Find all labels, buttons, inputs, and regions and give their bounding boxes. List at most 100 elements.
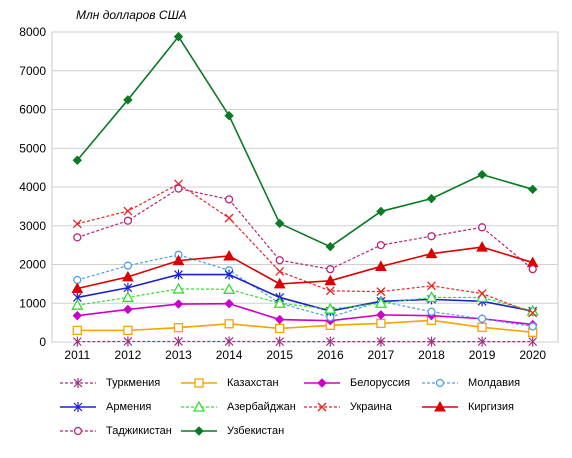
data-point bbox=[477, 336, 487, 347]
unit-label: Млн долларов США bbox=[76, 8, 187, 22]
y-tick-label: 0 bbox=[39, 335, 46, 349]
data-point bbox=[72, 219, 82, 229]
y-tick-label: 5000 bbox=[19, 141, 46, 155]
data-point bbox=[123, 325, 133, 336]
data-point bbox=[123, 261, 133, 270]
data-point bbox=[477, 169, 487, 180]
series-line bbox=[77, 302, 533, 326]
data-point bbox=[376, 318, 386, 329]
data-point bbox=[273, 296, 286, 308]
series-line bbox=[76, 35, 533, 248]
data-point bbox=[172, 254, 185, 266]
data-point bbox=[326, 264, 335, 274]
data-point bbox=[224, 319, 234, 329]
series-line bbox=[77, 254, 533, 328]
y-tick-label: 4000 bbox=[19, 180, 46, 194]
data-point bbox=[477, 314, 487, 323]
data-point bbox=[224, 195, 234, 204]
data-point bbox=[122, 270, 134, 282]
data-point bbox=[426, 193, 437, 204]
y-tick-label: 2000 bbox=[19, 258, 46, 272]
data-point bbox=[123, 336, 133, 347]
data-point bbox=[477, 289, 487, 299]
data-point bbox=[376, 310, 386, 320]
data-point bbox=[528, 336, 538, 347]
series-10 bbox=[72, 31, 538, 252]
data-point bbox=[376, 287, 386, 297]
data-point bbox=[174, 184, 183, 193]
data-point bbox=[72, 336, 82, 347]
data-point bbox=[275, 336, 285, 347]
data-point bbox=[427, 232, 436, 241]
y-tick-label: 7000 bbox=[19, 64, 46, 78]
data-point bbox=[274, 314, 285, 325]
data-point bbox=[477, 223, 487, 232]
data-point bbox=[376, 240, 386, 250]
data-point bbox=[324, 302, 337, 314]
x-tick-label: 2020 bbox=[519, 348, 546, 362]
data-point bbox=[273, 277, 286, 289]
x-tick-label: 2017 bbox=[368, 348, 395, 362]
y-tick-label: 3000 bbox=[19, 219, 46, 233]
data-point bbox=[72, 310, 83, 321]
data-point bbox=[274, 218, 285, 229]
series-line bbox=[77, 319, 533, 334]
data-point bbox=[427, 281, 436, 291]
series-1 bbox=[72, 336, 538, 347]
x-tick-label: 2012 bbox=[115, 348, 142, 362]
data-point bbox=[275, 256, 284, 265]
data-point bbox=[528, 322, 537, 331]
series-line bbox=[77, 246, 533, 290]
data-point bbox=[375, 260, 387, 271]
x-tick-label: 2013 bbox=[165, 348, 192, 362]
data-point bbox=[224, 336, 234, 347]
data-point bbox=[174, 336, 183, 347]
data-point bbox=[73, 275, 82, 285]
data-point bbox=[173, 31, 184, 42]
data-point bbox=[376, 206, 386, 217]
data-point bbox=[224, 269, 234, 280]
data-point bbox=[427, 307, 436, 316]
data-point bbox=[123, 304, 133, 315]
x-tick-label: 2016 bbox=[317, 348, 344, 362]
data-point bbox=[71, 298, 84, 310]
x-tick-label: 2018 bbox=[418, 348, 445, 362]
data-point bbox=[223, 249, 235, 261]
data-point bbox=[527, 184, 538, 195]
data-point bbox=[224, 298, 234, 309]
data-point bbox=[224, 213, 234, 223]
series-line bbox=[77, 288, 533, 312]
y-tick-label: 6000 bbox=[19, 103, 46, 117]
x-tick-label: 2011 bbox=[64, 348, 90, 362]
data-point bbox=[123, 95, 133, 105]
data-point bbox=[325, 286, 335, 296]
data-point bbox=[222, 282, 236, 294]
data-point bbox=[123, 206, 133, 216]
data-point bbox=[174, 269, 183, 280]
x-tick-label: 2015 bbox=[266, 348, 293, 362]
series-8 bbox=[71, 241, 539, 294]
series-line bbox=[77, 183, 533, 314]
data-point bbox=[325, 241, 336, 252]
x-tick-label: 2019 bbox=[469, 348, 496, 362]
data-point bbox=[121, 291, 135, 303]
data-point bbox=[224, 110, 234, 121]
data-point bbox=[123, 216, 133, 225]
data-point bbox=[477, 322, 487, 332]
data-point bbox=[275, 323, 285, 334]
data-point bbox=[123, 282, 133, 293]
data-point bbox=[476, 241, 488, 252]
data-point bbox=[172, 282, 185, 294]
series-line bbox=[77, 273, 533, 312]
data-point bbox=[173, 299, 184, 309]
data-point bbox=[71, 282, 84, 294]
data-point bbox=[325, 336, 335, 347]
data-point bbox=[72, 155, 83, 165]
data-point bbox=[425, 291, 438, 303]
data-point bbox=[73, 233, 82, 242]
data-point bbox=[72, 325, 82, 336]
y-tick-label: 1000 bbox=[19, 296, 46, 310]
x-tick-label: 2014 bbox=[216, 348, 243, 362]
data-point bbox=[374, 296, 388, 308]
